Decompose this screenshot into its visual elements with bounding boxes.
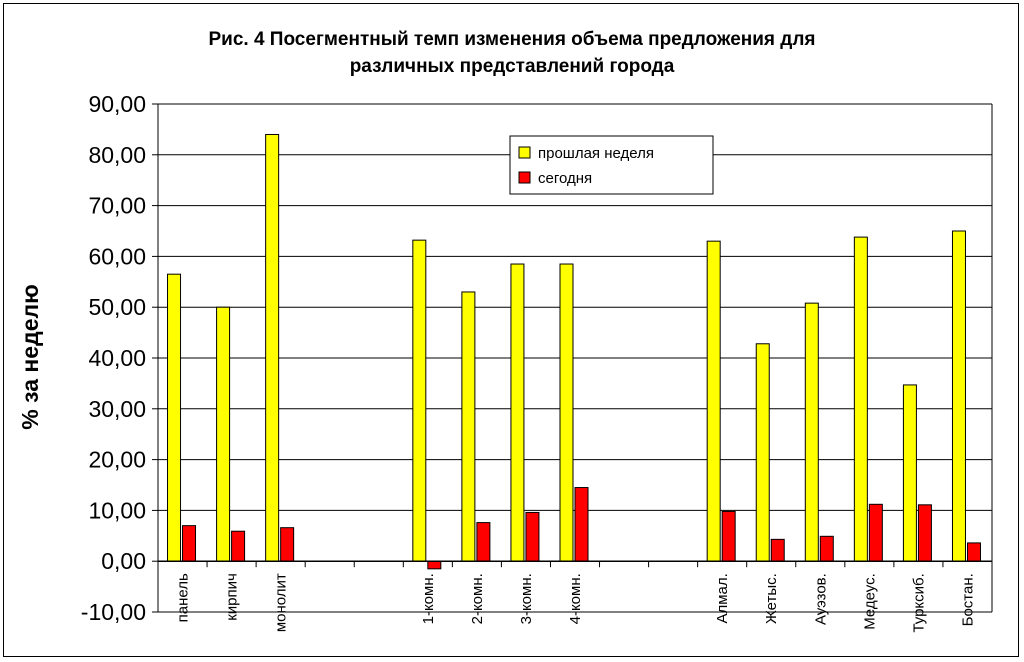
- bar-previous-week: [902, 384, 917, 562]
- x-tick-label: 1-комн.: [420, 573, 437, 624]
- x-tick-label: Бостан.: [959, 573, 976, 626]
- bar-today: [231, 530, 246, 562]
- x-tick-label: Жетыс.: [763, 573, 780, 624]
- bar-today: [525, 511, 540, 562]
- y-tick-label: 40,00: [88, 345, 146, 371]
- bar-previous-week: [265, 133, 280, 562]
- bar-previous-week: [853, 236, 868, 562]
- x-tick-label: 4-комн.: [567, 573, 584, 624]
- y-tick-label: 0,00: [101, 548, 146, 574]
- legend-swatch: [518, 171, 531, 184]
- x-tick-label: Турксиб.: [910, 573, 927, 632]
- bar-today: [917, 504, 932, 562]
- y-tick-label: 20,00: [88, 447, 146, 473]
- bar-previous-week: [167, 273, 182, 562]
- bar-previous-week: [461, 291, 476, 562]
- bar-today: [966, 542, 981, 562]
- y-tick-label: 30,00: [88, 396, 146, 422]
- legend: прошлая неделя сегодня: [509, 135, 714, 195]
- legend-entry-label: сегодня: [538, 170, 592, 187]
- bar-today: [574, 487, 589, 562]
- bar-previous-week: [216, 306, 231, 562]
- legend-swatch: [518, 146, 531, 159]
- bar-today: [182, 525, 197, 562]
- bar-today: [280, 527, 295, 562]
- bar-today: [721, 510, 736, 562]
- y-tick-label: 80,00: [88, 142, 146, 168]
- bar-previous-week: [510, 263, 525, 562]
- bar-previous-week: [755, 343, 770, 562]
- y-tick-label: 50,00: [88, 294, 146, 320]
- bar-today: [770, 538, 785, 562]
- bar-today: [476, 522, 491, 562]
- x-tick-label: 2-комн.: [469, 573, 486, 624]
- legend-entry-label: прошлая неделя: [538, 145, 654, 162]
- y-axis-label: % за неделю: [17, 284, 43, 429]
- y-tick-label: 10,00: [88, 497, 146, 523]
- bar-previous-week: [412, 239, 427, 562]
- x-tick-label: монолит: [273, 573, 290, 632]
- y-tick-label: 90,00: [88, 91, 146, 117]
- bar-previous-week: [804, 302, 819, 562]
- x-tick-label: Алмал.: [714, 573, 731, 623]
- x-tick-label: Ауэзов.: [812, 573, 829, 625]
- chart-title: Рис. 4 Посегментный темп изменения объем…: [208, 29, 815, 77]
- y-tick-label: -10,00: [81, 599, 146, 625]
- bar-today: [427, 560, 442, 570]
- y-tick-label: 70,00: [88, 193, 146, 219]
- bar-previous-week: [951, 230, 966, 562]
- x-tick-label: Медеус.: [861, 573, 878, 630]
- bar-previous-week: [706, 240, 721, 562]
- chart-title-line-2: различных представлений города: [350, 56, 675, 77]
- plot-area: -10,00 0,00 10,00 20,00 30,00 40,00 50,00 60,00…: [81, 91, 993, 633]
- bar-today: [819, 535, 834, 562]
- legend-box: [509, 135, 714, 195]
- x-tick-label: панель: [175, 573, 192, 622]
- bar-today: [868, 503, 883, 562]
- x-tick-label: 3-комн.: [518, 573, 535, 624]
- x-tick-label: кирпич: [224, 573, 241, 621]
- chart-title-line-1: Рис. 4 Посегментный темп изменения объем…: [208, 29, 815, 50]
- y-tick-label: 60,00: [88, 243, 146, 269]
- bar-previous-week: [559, 263, 574, 562]
